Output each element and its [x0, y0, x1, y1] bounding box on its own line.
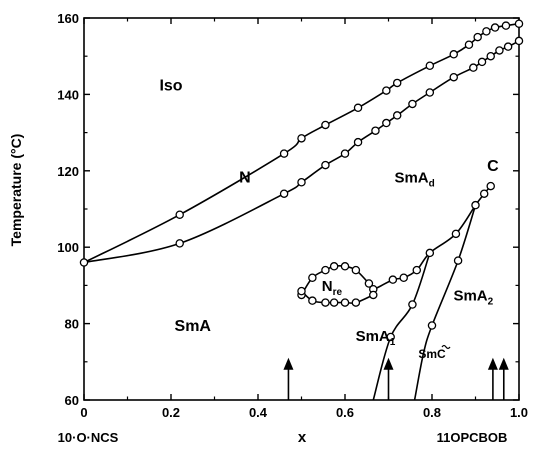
- data-point: [340, 298, 350, 307]
- x-axis-label: x: [298, 429, 307, 446]
- data-point: [453, 256, 463, 265]
- data-point: [449, 72, 458, 82]
- data-point: [408, 300, 417, 309]
- y-tick-label: 120: [57, 164, 79, 179]
- data-point: [392, 111, 402, 120]
- data-point: [486, 51, 495, 61]
- tick-labels: 0 0.2 0.4 0.6 0.8 1.0 60 80 100 120 140 160: [57, 11, 528, 420]
- data-point: [382, 86, 391, 95]
- composition-arrows: [283, 357, 509, 400]
- data-point: [399, 273, 408, 283]
- x-tick-label: 0.6: [336, 405, 354, 420]
- data-point: [351, 298, 361, 307]
- data-point: [353, 103, 363, 113]
- x-tick-label: 0: [80, 405, 87, 420]
- data-point: [490, 23, 500, 32]
- x-tick-label: 0.4: [249, 405, 268, 420]
- data-point: [353, 137, 363, 147]
- phase-labels: Iso N SmA C SmAd Nre SmA1 SmA2 SmC: [159, 78, 499, 361]
- data-point: [340, 149, 350, 158]
- data-point: [501, 21, 511, 30]
- data-point: [371, 126, 380, 135]
- data-point: [479, 189, 489, 198]
- data-point: [321, 120, 330, 130]
- x-tick-label: 0.8: [423, 405, 441, 420]
- data-point: [382, 118, 391, 128]
- phase-label: Iso: [159, 78, 182, 95]
- phase-label: C: [487, 158, 499, 175]
- data-point: [297, 134, 306, 143]
- data-point: [473, 32, 482, 42]
- arrow-head: [383, 357, 394, 370]
- phase-label: N: [239, 169, 251, 186]
- data-point: [308, 273, 317, 283]
- phase-label: SmA2: [453, 288, 493, 308]
- data-point: [471, 200, 480, 210]
- data-point: [412, 265, 422, 275]
- x-left-component-label: 10·O·NCS: [58, 430, 119, 445]
- data-point: [340, 262, 350, 271]
- data-point: [495, 46, 504, 55]
- data-point: [482, 27, 491, 36]
- data-point: [321, 160, 330, 170]
- data-point: [449, 50, 458, 59]
- y-tick-label: 140: [57, 87, 79, 102]
- data-point: [351, 265, 361, 275]
- arrow-head: [498, 357, 509, 370]
- data-point: [425, 88, 435, 97]
- y-axis-label: Temperature (°C): [8, 134, 24, 247]
- data-points: [79, 19, 524, 342]
- phase-label: SmAd: [394, 169, 434, 189]
- data-point: [321, 298, 330, 307]
- x-tick-label: 0.2: [162, 405, 180, 420]
- arrow-head: [283, 357, 294, 370]
- data-point: [469, 63, 478, 72]
- data-point: [364, 279, 374, 288]
- arrow-head: [487, 357, 498, 370]
- data-point: [308, 296, 317, 305]
- data-point: [464, 40, 474, 49]
- x-right-component-label: 11OPCBOB: [437, 430, 508, 445]
- data-point: [514, 19, 524, 28]
- data-point: [175, 210, 184, 219]
- phase-label: SmC: [418, 347, 446, 361]
- phase-label: SmA: [175, 318, 212, 335]
- data-point: [425, 61, 435, 71]
- tilde-mark: [441, 344, 451, 350]
- y-tick-label: 100: [57, 240, 79, 255]
- reentrant-upper-boundary: [300, 185, 492, 296]
- data-point: [451, 229, 461, 239]
- data-point: [477, 57, 487, 67]
- data-point: [427, 321, 437, 330]
- data-point: [503, 42, 513, 51]
- data-point: [279, 189, 289, 198]
- data-point: [329, 262, 339, 271]
- data-point: [279, 149, 289, 158]
- iso-n-boundary: [83, 22, 520, 264]
- data-point: [408, 99, 417, 109]
- x-tick-label: 1.0: [510, 405, 528, 420]
- phase-label: SmA1: [356, 328, 396, 348]
- data-point: [297, 178, 306, 187]
- sma1-smc-boundary: [372, 252, 431, 401]
- data-point: [425, 248, 435, 258]
- data-point: [329, 298, 339, 307]
- y-tick-label: 160: [57, 11, 79, 26]
- phase-label: Nre: [322, 278, 343, 298]
- y-tick-label: 80: [65, 317, 79, 332]
- data-point: [297, 286, 306, 296]
- data-point: [486, 181, 495, 191]
- data-point: [321, 265, 330, 275]
- data-point: [388, 275, 398, 284]
- data-point: [79, 258, 89, 267]
- data-point: [392, 78, 402, 88]
- y-tick-label: 60: [65, 393, 79, 408]
- data-point: [386, 332, 395, 342]
- data-point: [514, 36, 524, 46]
- data-point: [369, 290, 378, 300]
- data-point: [175, 239, 184, 248]
